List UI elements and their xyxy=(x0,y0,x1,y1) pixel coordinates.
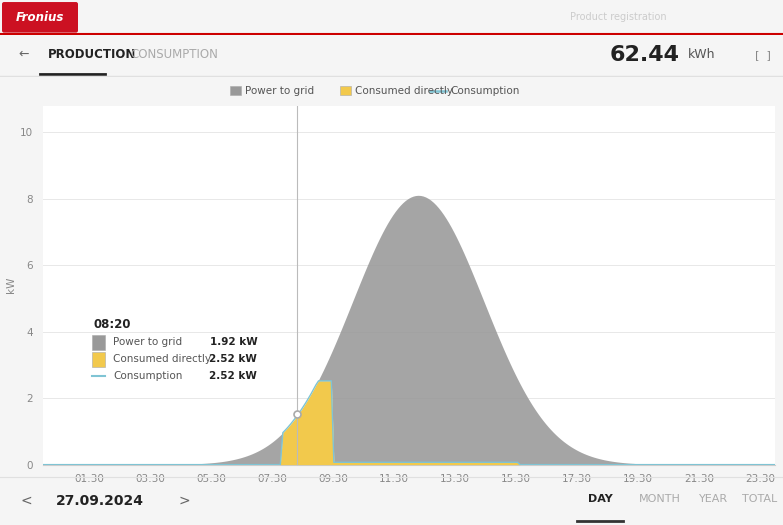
Text: Consumption: Consumption xyxy=(450,86,519,96)
Text: MONTH: MONTH xyxy=(639,494,681,504)
Text: <: < xyxy=(20,494,31,508)
Text: Power to grid: Power to grid xyxy=(245,86,314,96)
Text: kWh: kWh xyxy=(688,48,716,61)
Text: 2.52 kW: 2.52 kW xyxy=(209,354,258,364)
Text: YEAR: YEAR xyxy=(699,494,728,504)
Text: Product registration: Product registration xyxy=(570,12,666,23)
Text: PRODUCTION: PRODUCTION xyxy=(48,48,136,61)
Text: [  ]: [ ] xyxy=(755,50,771,60)
Bar xyxy=(92,352,105,366)
Bar xyxy=(230,86,241,95)
Text: Consumption: Consumption xyxy=(114,371,182,381)
Bar xyxy=(340,86,351,95)
Text: Consumed directly: Consumed directly xyxy=(114,354,211,364)
Text: ←: ← xyxy=(18,48,28,61)
Text: 27.09.2024: 27.09.2024 xyxy=(56,494,144,508)
Text: 1.92 kW: 1.92 kW xyxy=(210,338,258,348)
Text: 2.52 kW: 2.52 kW xyxy=(209,371,258,381)
Text: >: > xyxy=(178,494,189,508)
Text: Consumed directly: Consumed directly xyxy=(355,86,453,96)
Text: Power to grid: Power to grid xyxy=(114,338,182,348)
Y-axis label: kW: kW xyxy=(6,277,16,293)
FancyBboxPatch shape xyxy=(2,2,78,33)
Text: CONSUMPTION: CONSUMPTION xyxy=(130,48,218,61)
Text: TOTAL: TOTAL xyxy=(742,494,778,504)
Text: 08:20: 08:20 xyxy=(93,319,131,331)
Text: Fronius: Fronius xyxy=(16,11,64,24)
Text: DAY: DAY xyxy=(587,494,612,504)
Text: 62.44: 62.44 xyxy=(610,45,680,65)
Bar xyxy=(92,335,105,350)
